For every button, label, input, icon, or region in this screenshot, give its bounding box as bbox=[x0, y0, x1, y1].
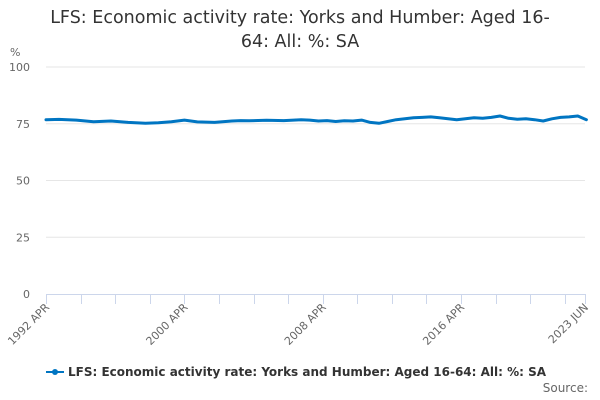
chart-title: LFS: Economic activity rate: Yorks and H… bbox=[0, 6, 600, 54]
legend-label: LFS: Economic activity rate: Yorks and H… bbox=[68, 365, 547, 379]
source-label: Source: bbox=[542, 381, 588, 395]
data-series-line[interactable] bbox=[44, 114, 588, 125]
y-tick-label: 100 bbox=[9, 61, 30, 74]
y-axis-unit-label: % bbox=[10, 46, 20, 59]
x-tick-label: 2008 APR bbox=[282, 301, 329, 348]
x-tick-label: 2023 JUN bbox=[546, 301, 591, 346]
chart-title-line-1: LFS: Economic activity rate: Yorks and H… bbox=[50, 8, 550, 28]
y-tick-label: 25 bbox=[16, 231, 30, 244]
y-tick-label: 0 bbox=[23, 288, 30, 301]
legend-series-marker-icon bbox=[46, 367, 64, 377]
y-tick-label: 50 bbox=[16, 175, 30, 188]
legend-item[interactable]: LFS: Economic activity rate: Yorks and H… bbox=[46, 365, 546, 379]
x-tick-label: 1992 APR bbox=[5, 301, 52, 348]
x-tick-label: 2000 APR bbox=[144, 301, 191, 348]
y-tick-label: 75 bbox=[16, 118, 30, 131]
x-tick-label: 2016 APR bbox=[420, 301, 467, 348]
chart-title-line-2: 64: All: %: SA bbox=[240, 32, 360, 52]
